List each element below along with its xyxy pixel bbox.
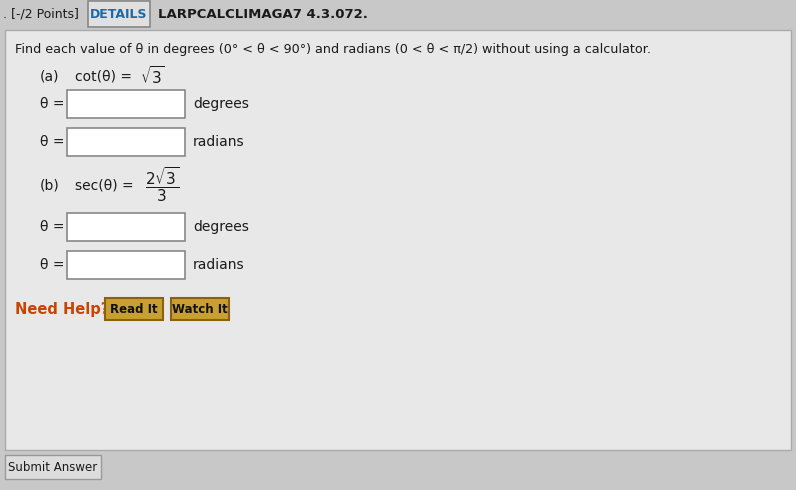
FancyBboxPatch shape — [67, 128, 185, 156]
Text: θ =: θ = — [40, 258, 64, 272]
Text: θ =: θ = — [40, 220, 64, 234]
FancyBboxPatch shape — [5, 30, 791, 450]
Text: . [-/2 Points]: . [-/2 Points] — [3, 7, 79, 21]
FancyBboxPatch shape — [171, 298, 229, 320]
FancyBboxPatch shape — [5, 455, 101, 479]
Text: LARPCALCLIMAGA7 4.3.072.: LARPCALCLIMAGA7 4.3.072. — [158, 7, 368, 21]
Text: degrees: degrees — [193, 220, 249, 234]
Text: Watch It: Watch It — [172, 302, 228, 316]
FancyBboxPatch shape — [67, 213, 185, 241]
Bar — [0, 0, 796, 28]
Text: θ =: θ = — [40, 135, 64, 149]
FancyBboxPatch shape — [67, 90, 185, 118]
Text: sec(θ) =: sec(θ) = — [75, 178, 138, 192]
FancyBboxPatch shape — [88, 1, 150, 27]
Text: (b): (b) — [40, 178, 60, 192]
Text: (a): (a) — [40, 69, 60, 83]
Text: DETAILS: DETAILS — [90, 7, 148, 21]
Text: cot(θ) =: cot(θ) = — [75, 69, 136, 83]
Text: θ =: θ = — [40, 97, 64, 111]
Text: $\dfrac{2\sqrt{3}}{3}$: $\dfrac{2\sqrt{3}}{3}$ — [145, 166, 180, 204]
FancyBboxPatch shape — [67, 251, 185, 279]
Text: Submit Answer: Submit Answer — [9, 461, 98, 473]
Text: degrees: degrees — [193, 97, 249, 111]
Text: radians: radians — [193, 258, 244, 272]
Text: Find each value of θ in degrees (0° < θ < 90°) and radians (0 < θ < π/2) without: Find each value of θ in degrees (0° < θ … — [15, 44, 651, 56]
Text: $\sqrt{3}$: $\sqrt{3}$ — [140, 65, 165, 87]
FancyBboxPatch shape — [105, 298, 163, 320]
Text: Read It: Read It — [110, 302, 158, 316]
Text: Need Help?: Need Help? — [15, 301, 109, 317]
Text: radians: radians — [193, 135, 244, 149]
